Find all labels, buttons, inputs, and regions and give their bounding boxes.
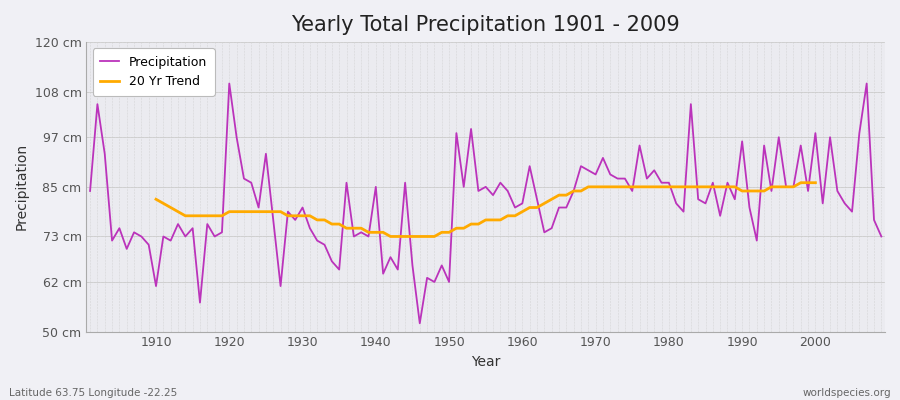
Line: 20 Yr Trend: 20 Yr Trend [156,183,815,236]
20 Yr Trend [348,226,359,231]
Precipitation [85,188,95,193]
Precipitation [414,321,425,326]
Legend: Precipitation, 20 Yr Trend: Precipitation, 20 Yr Trend [93,48,215,96]
Text: worldspecies.org: worldspecies.org [803,388,891,398]
Precipitation [525,164,535,168]
Precipitation [876,234,886,239]
Line: Precipitation: Precipitation [90,84,881,323]
X-axis label: Year: Year [471,355,500,369]
20 Yr Trend [509,213,520,218]
Precipitation [311,238,322,243]
20 Yr Trend [517,209,527,214]
20 Yr Trend [605,184,616,189]
Precipitation [143,242,154,247]
20 Yr Trend [304,213,315,218]
Precipitation [532,197,543,202]
Precipitation [356,230,366,235]
Y-axis label: Precipitation: Precipitation [15,143,29,230]
Precipitation [619,176,630,181]
Text: Latitude 63.75 Longitude -22.25: Latitude 63.75 Longitude -22.25 [9,388,177,398]
Precipitation [224,81,235,86]
Title: Yearly Total Precipitation 1901 - 2009: Yearly Total Precipitation 1901 - 2009 [292,15,680,35]
